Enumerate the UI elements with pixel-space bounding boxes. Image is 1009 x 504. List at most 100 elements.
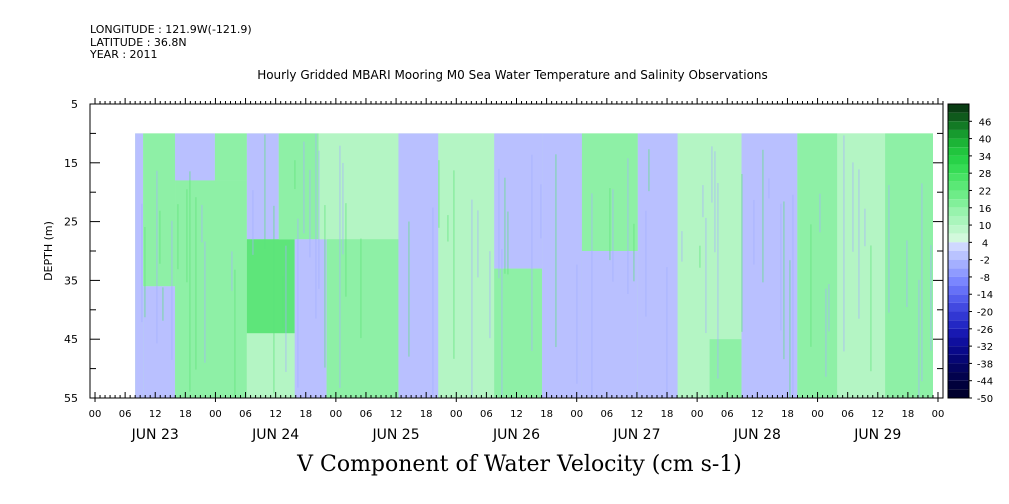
colorbar-swatch xyxy=(948,147,969,156)
field-streak xyxy=(282,275,284,329)
field-cell xyxy=(637,133,678,398)
y-axis-label: DEPTH (m) xyxy=(42,221,55,281)
colorbar-swatch xyxy=(948,104,969,113)
x-day-label: JUN 25 xyxy=(372,427,420,443)
field-streak xyxy=(717,182,719,379)
field-cell xyxy=(438,133,495,398)
field-streak xyxy=(231,251,233,291)
colorbar-swatch xyxy=(948,164,969,174)
colorbar-label: 40 xyxy=(979,135,992,146)
field-streak xyxy=(699,245,701,268)
x-day-label: JUN 29 xyxy=(853,427,901,443)
field-streak xyxy=(309,169,311,258)
x-tick-label: 06 xyxy=(721,409,734,420)
field-cell xyxy=(143,133,176,287)
field-streak xyxy=(294,160,296,190)
field-cell xyxy=(494,133,543,269)
field-streak xyxy=(906,240,908,308)
field-streak xyxy=(843,135,845,352)
field-streak xyxy=(342,162,344,255)
colorbar-label: 34 xyxy=(979,152,992,163)
x-tick-label: 06 xyxy=(239,409,252,420)
field-cell xyxy=(398,133,439,398)
x-tick-label: 12 xyxy=(510,409,523,420)
field-streak xyxy=(156,170,158,344)
colorbar-label: -38 xyxy=(977,359,993,370)
x-day-label: JUN 23 xyxy=(131,427,179,443)
field-streak xyxy=(504,177,506,274)
field-cell xyxy=(581,133,638,251)
y-tick-label: 45 xyxy=(64,333,78,346)
field-streak xyxy=(162,287,164,321)
field-streak xyxy=(177,204,179,270)
field-cell xyxy=(797,133,838,398)
y-tick-label: 15 xyxy=(64,157,78,170)
x-axis-label: V Component of Water Velocity (cm s-1) xyxy=(297,452,742,477)
field-streak xyxy=(144,226,146,318)
field-streak xyxy=(189,171,191,392)
field-streak xyxy=(201,204,203,243)
field-streak xyxy=(612,189,614,282)
x-tick-label: 18 xyxy=(661,409,674,420)
x-tick-label: 00 xyxy=(811,409,824,420)
field-streak xyxy=(471,199,473,397)
x-tick-label: 00 xyxy=(209,409,222,420)
field-streak xyxy=(780,203,782,331)
colorbar-label: -26 xyxy=(977,325,993,336)
field-cell xyxy=(326,239,399,398)
latitude-text: LATITUDE : 36.8N xyxy=(90,35,187,49)
x-tick-label: 00 xyxy=(329,409,342,420)
colorbar-swatch xyxy=(948,233,969,243)
field-streak xyxy=(315,133,317,319)
colorbar-label: -20 xyxy=(977,308,993,319)
field-cell xyxy=(278,133,319,240)
field-streak xyxy=(705,217,707,334)
field-streak xyxy=(591,193,593,398)
colorbar-label: -32 xyxy=(977,342,993,353)
field-streak xyxy=(609,188,611,261)
field-streak xyxy=(438,160,440,228)
field-streak xyxy=(507,211,509,275)
colorbar-label: 16 xyxy=(979,204,992,215)
colorbar-swatch xyxy=(948,121,969,130)
field-streak xyxy=(819,193,821,233)
colorbar-swatch xyxy=(948,181,969,191)
field-streak xyxy=(234,269,236,398)
field-cell xyxy=(318,133,399,240)
field-streak xyxy=(741,173,743,332)
field-streak xyxy=(768,178,770,199)
colorbar-swatch xyxy=(948,251,969,260)
colorbar-swatch xyxy=(948,328,969,338)
y-tick-label: 55 xyxy=(64,392,78,405)
colorbar-swatch xyxy=(948,268,969,277)
field-streak xyxy=(918,279,920,398)
field-cell xyxy=(246,239,295,334)
field-cell xyxy=(246,333,295,398)
colorbar-label: 10 xyxy=(979,221,992,232)
x-day-label: JUN 24 xyxy=(251,427,299,443)
field-cell xyxy=(175,133,215,181)
field-streak xyxy=(345,203,347,297)
field-streak xyxy=(633,223,635,282)
colorbar-label: 4 xyxy=(982,238,988,249)
colorbar-frame xyxy=(947,103,970,399)
x-tick-label: 12 xyxy=(871,409,884,420)
field-cell xyxy=(837,133,886,398)
colorbar-swatch xyxy=(948,225,969,234)
field-cell xyxy=(709,339,742,398)
colorbar-swatch xyxy=(948,380,969,390)
y-axis: 5 15 25 35 45 55 xyxy=(64,98,943,405)
field-streak xyxy=(477,210,479,278)
colorbar-swatch xyxy=(948,372,969,381)
field-streak xyxy=(408,221,410,357)
field-streak xyxy=(921,183,923,382)
field-streak xyxy=(447,215,449,242)
velocity-field xyxy=(135,133,934,398)
field-streak xyxy=(273,205,275,394)
colorbar-swatch xyxy=(948,389,969,398)
field-streak xyxy=(681,231,683,262)
field-streak xyxy=(204,241,206,363)
field-streak xyxy=(489,251,491,339)
field-streak xyxy=(762,149,764,283)
